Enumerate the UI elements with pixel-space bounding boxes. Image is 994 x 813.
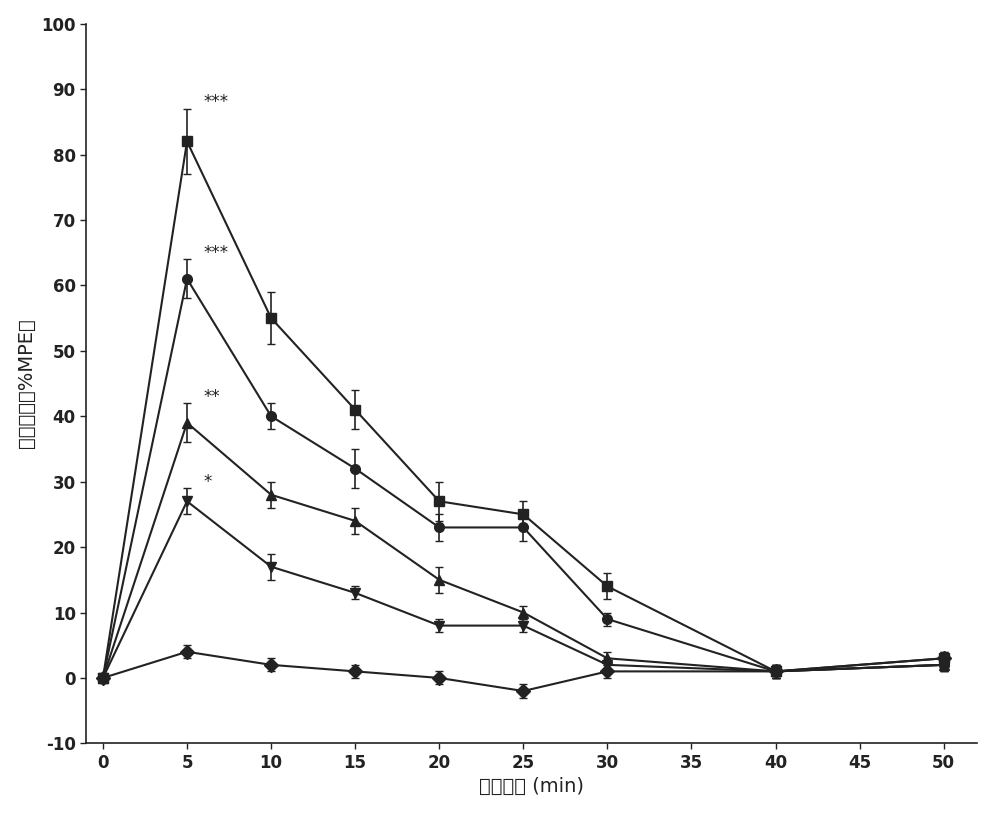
X-axis label: 测量时间 (min): 测量时间 (min): [479, 777, 584, 796]
Text: *: *: [204, 472, 212, 491]
Text: ***: ***: [204, 244, 229, 262]
Text: ***: ***: [204, 93, 229, 111]
Y-axis label: 镇痛活性（%MPE）: 镇痛活性（%MPE）: [17, 319, 36, 449]
Text: **: **: [204, 388, 221, 406]
